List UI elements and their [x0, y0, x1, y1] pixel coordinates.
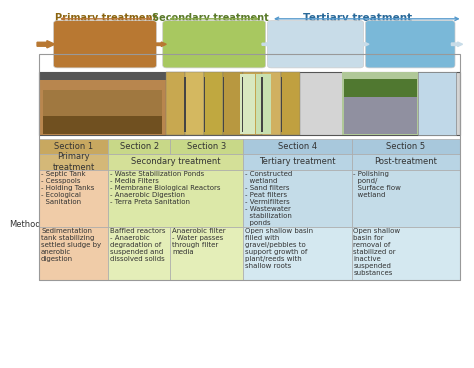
Text: Section 4: Section 4: [278, 142, 317, 151]
Text: Anaerobic
baffled reactors: Anaerobic baffled reactors: [173, 33, 255, 55]
Bar: [223, 77, 224, 132]
Text: Section 3: Section 3: [187, 142, 226, 151]
Bar: [243, 170, 352, 227]
Text: Sedimentation
tank stabilizing
settled sludge by
anerobic
digestion: Sedimentation tank stabilizing settled s…: [41, 229, 101, 262]
Text: Secondary treatment: Secondary treatment: [131, 158, 220, 166]
Text: Primary treatment: Primary treatment: [55, 13, 157, 23]
Bar: [204, 72, 223, 135]
FancyArrow shape: [262, 42, 271, 46]
Bar: [108, 139, 170, 154]
Text: - Waste Stabilization Ponds
- Media Filters
- Membrane Biological Reactors
- Ana: - Waste Stabilization Ponds - Media Filt…: [109, 171, 220, 205]
FancyArrow shape: [360, 42, 369, 46]
Bar: [108, 227, 170, 280]
Bar: [108, 170, 243, 227]
FancyArrow shape: [37, 40, 55, 48]
Bar: [184, 77, 186, 132]
Text: Septic tank: Septic tank: [75, 39, 135, 49]
Bar: [39, 170, 108, 227]
Bar: [39, 54, 460, 280]
Text: Open shallow
basin for
removal of
stabilized or
inactive
suspended
substances: Open shallow basin for removal of stabil…: [354, 229, 401, 276]
Bar: [243, 154, 352, 170]
Bar: [352, 170, 460, 227]
Bar: [243, 227, 352, 280]
Text: Section 1: Section 1: [54, 142, 93, 151]
Text: - Septic Tank
- Cesspools
- Holding Tanks
- Ecological
  Sanitation: - Septic Tank - Cesspools - Holding Tank…: [41, 171, 94, 205]
Bar: [223, 72, 243, 135]
Text: Methods: Methods: [9, 220, 45, 229]
Text: Open shallow basin
filled with
gravel/pebbles to
support growth of
plant/reeds w: Open shallow basin filled with gravel/pe…: [245, 229, 313, 269]
Text: Secondary treatment: Secondary treatment: [153, 13, 269, 23]
Bar: [281, 77, 282, 132]
Bar: [185, 72, 204, 135]
Text: Section 5: Section 5: [386, 142, 426, 151]
Bar: [240, 74, 255, 134]
FancyBboxPatch shape: [54, 21, 156, 68]
Bar: [281, 72, 301, 135]
Bar: [352, 154, 460, 170]
Bar: [43, 90, 163, 116]
Bar: [39, 154, 108, 170]
Bar: [170, 227, 243, 280]
Bar: [243, 72, 262, 135]
Bar: [352, 227, 460, 280]
Text: Subsurface flow
wetlands: Subsurface flow wetlands: [277, 33, 355, 55]
Bar: [261, 77, 263, 132]
Bar: [39, 80, 165, 135]
FancyBboxPatch shape: [365, 21, 455, 68]
Text: - Polishing
  pond/
  Surface flow
  wetland: - Polishing pond/ Surface flow wetland: [354, 171, 401, 198]
Text: Anaerobic filter
- Water passes
through filter
media: Anaerobic filter - Water passes through …: [172, 229, 226, 255]
Text: Tertiary treatment: Tertiary treatment: [303, 13, 412, 23]
Bar: [170, 139, 243, 154]
Text: Baffled reactors
- Anaerobic
degradation of
suspended and
dissolved solids: Baffled reactors - Anaerobic degradation…: [109, 229, 165, 262]
Bar: [342, 72, 418, 135]
Bar: [108, 154, 243, 170]
FancyArrow shape: [451, 42, 463, 46]
Text: - Constructed
  wetland
- Sand filters
- Peat filters
- Vermifilters
- Wastewate: - Constructed wetland - Sand filters - P…: [245, 171, 292, 226]
Bar: [39, 72, 460, 135]
Bar: [344, 78, 417, 98]
Bar: [344, 96, 417, 134]
Bar: [262, 72, 281, 135]
Bar: [204, 77, 205, 132]
Bar: [39, 227, 108, 280]
Text: Post-treatment: Post-treatment: [374, 158, 438, 166]
FancyArrow shape: [155, 42, 166, 46]
Text: Surface flow
wetlands: Surface flow wetlands: [380, 33, 440, 55]
Bar: [418, 72, 456, 135]
Text: Primary
treatment: Primary treatment: [53, 152, 95, 171]
Bar: [165, 72, 185, 135]
Bar: [242, 77, 244, 132]
Bar: [39, 72, 165, 80]
Bar: [256, 74, 271, 134]
Text: Tertiary treatment: Tertiary treatment: [259, 158, 336, 166]
FancyBboxPatch shape: [267, 21, 364, 68]
Bar: [243, 139, 352, 154]
Text: Section 2: Section 2: [119, 142, 159, 151]
Bar: [43, 116, 163, 134]
FancyBboxPatch shape: [163, 21, 265, 68]
Bar: [352, 139, 460, 154]
Bar: [39, 139, 108, 154]
